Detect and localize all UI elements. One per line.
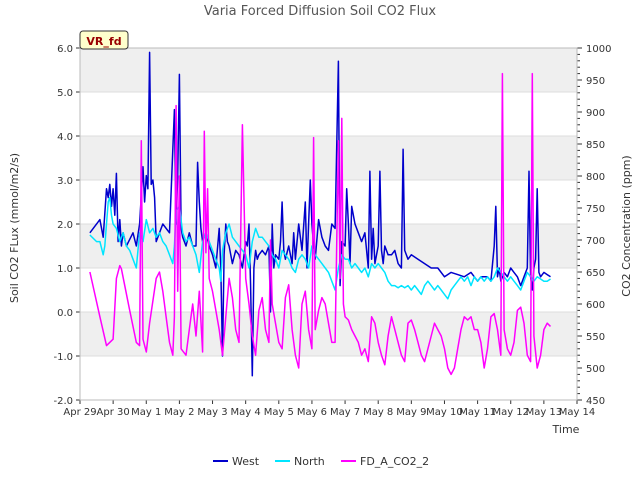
x-tick-label: May 9 — [396, 407, 426, 418]
series-line-north — [89, 196, 551, 300]
y-axis-label: Soil CO2 FLux (mmol/m2/s) — [8, 153, 21, 303]
x-tick-label: May 14 — [559, 407, 596, 418]
left-axis-ticks: -2.0 -1.0 0.0 1.0 2.0 3.0 4.0 5.0 6.0 — [53, 44, 80, 407]
legend-label-fd-a-co2-2: FD_A_CO2_2 — [360, 455, 429, 468]
series-line-fd-a-co2-2 — [89, 72, 552, 376]
x-tick-label: Apr 30 — [97, 407, 130, 418]
legend-label-west: West — [232, 455, 260, 468]
y2-tick-label: 950 — [586, 76, 605, 87]
x-tick-label: May 12 — [492, 407, 529, 418]
y2-tick-label: 500 — [586, 364, 605, 375]
y2-axis-label: CO2 Concentration (ppm) — [620, 155, 633, 296]
y-tick-label: 0.0 — [57, 308, 73, 319]
band-shaded — [80, 48, 577, 92]
y-tick-label: -1.0 — [53, 352, 73, 363]
x-tick-label: Apr 29 — [63, 407, 96, 418]
band-light — [80, 356, 577, 400]
right-axis-ticks: 450 500 550 600 650 700 750 800 850 900 950 1000 — [577, 44, 611, 407]
y2-tick-label: 750 — [586, 204, 605, 215]
x-tick-label: May 10 — [426, 407, 463, 418]
y-tick-label: 5.0 — [57, 88, 73, 99]
series-lines — [89, 51, 552, 377]
y-tick-label: 6.0 — [57, 44, 73, 55]
y-tick-label: 4.0 — [57, 132, 73, 143]
y-tick-label: 1.0 — [57, 264, 73, 275]
x-tick-label: May 5 — [264, 407, 294, 418]
y2-tick-label: 550 — [586, 332, 605, 343]
dataset-badge: VR_fd — [79, 30, 129, 50]
chart-title: Varia Forced Diffusion Soil CO2 Flux — [204, 4, 437, 19]
y2-tick-label: 700 — [586, 236, 605, 247]
band-shaded — [80, 136, 577, 180]
x-tick-label: May 8 — [363, 407, 393, 418]
y2-tick-label: 900 — [586, 108, 605, 119]
x-tick-label: May 11 — [459, 407, 496, 418]
y2-tick-label: 1000 — [586, 44, 611, 55]
y2-tick-label: 450 — [586, 396, 605, 407]
x-tick-label: May 13 — [526, 407, 563, 418]
x-tick-label: May 3 — [197, 407, 227, 418]
x-tick-label: May 4 — [231, 407, 261, 418]
band-shaded — [80, 312, 577, 356]
badge-label: VR_fd — [86, 35, 121, 48]
x-tick-label: May 1 — [131, 407, 161, 418]
badge-box — [79, 30, 129, 50]
y2-tick-label: 600 — [586, 300, 605, 311]
plot-frame — [79, 47, 578, 401]
x-tick-label: May 6 — [297, 407, 327, 418]
y2-tick-label: 650 — [586, 268, 605, 279]
x-tick-label: May 7 — [330, 407, 360, 418]
y-tick-label: -2.0 — [53, 396, 73, 407]
y2-tick-label: 850 — [586, 140, 605, 151]
legend: West North FD_A_CO2_2 — [213, 455, 429, 468]
band-light — [80, 180, 577, 224]
band-light — [80, 92, 577, 136]
x-axis-label: Time — [552, 423, 580, 436]
legend-label-north: North — [294, 455, 325, 468]
y-tick-label: 3.0 — [57, 176, 73, 187]
x-axis-ticks: Apr 29 Apr 30 May 1 May 2 May 3 May 4 May 5 May… — [63, 400, 595, 418]
x-tick-label: May 2 — [164, 407, 194, 418]
y-tick-label: 2.0 — [57, 220, 73, 231]
y2-tick-label: 800 — [586, 172, 605, 183]
